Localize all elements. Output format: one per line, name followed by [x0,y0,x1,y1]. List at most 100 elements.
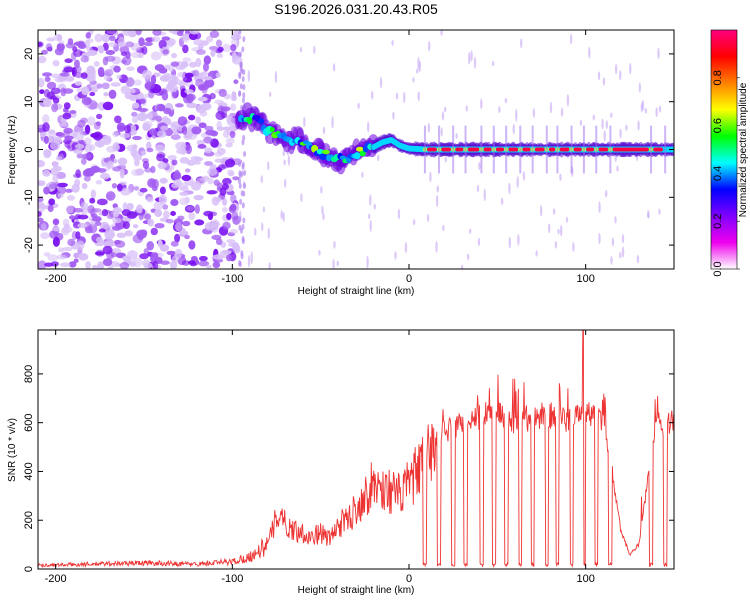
snr-y-axis-title: SNR (10 * v/v) [7,418,18,482]
spectrogram-cell [491,60,495,67]
spectrogram-cell [146,112,154,120]
spectrogram-cell [230,44,237,52]
spectrogram-cell [116,74,122,80]
spectrogram-cell [65,205,74,214]
spectrogram-cell [181,174,192,182]
spectrogram-cell [592,114,595,121]
spectrogram-cell [226,212,232,221]
figure-title: S196.2026.031.20.43.R05 [274,1,438,17]
spectrogram-cell [658,105,662,113]
spectrogram-cell [204,125,214,131]
spectrogram-cell [96,113,103,120]
spectrogram-carrier-segment [455,147,464,152]
spectrogram-cell [138,37,145,47]
spectrogram-cell [46,37,56,42]
spectrogram-cell [179,197,190,206]
spectrogram-cell [52,59,60,67]
spectrogram-cell [321,205,324,215]
spectrogram-cell [159,177,168,184]
spectrogram-cell [171,159,178,166]
spectrogram-cell [63,127,73,134]
spectrogram-cell [89,144,96,151]
spectrogram-cell [211,196,220,206]
colorbar-tick-label: 0.0 [712,261,724,276]
spectrogram-cell [152,260,158,269]
spectrogram-cell [176,148,187,155]
spectrogram-cell [135,30,142,36]
spectrogram-cell [43,97,52,108]
spectrogram-cell [106,160,114,169]
spectrogram-cell [151,36,161,43]
colorbar-tick-label: 0.2 [712,214,724,229]
spectrogram-cell [95,121,101,127]
spectrogram-cell [480,125,483,174]
spectrogram-cell [155,144,166,153]
spectrogram-cell [257,118,265,125]
spectrogram-cell [67,194,75,201]
spectrogram-cell [165,218,174,224]
spectrogram-cell [282,149,285,157]
spectrogram-cell [545,125,548,174]
spectrogram-cell [218,88,227,97]
spectrogram-cell [650,125,653,174]
spectrogram-cell [331,116,334,129]
spectrogram-cell [188,212,196,220]
spectrogram-cell [113,65,121,73]
spectrogram-cell [137,53,144,59]
spectrogram-cell [268,91,272,98]
spectrogram-cell [202,76,213,81]
spectrogram-cell [664,125,667,174]
y-tick-label: 20 [23,48,35,60]
spectrogram-cell [500,197,504,206]
spectrogram-cell [369,194,372,206]
spectrogram-x-ticks: -200 -100 0 100 [45,30,595,285]
spectrogram-cell [210,130,219,137]
spectrogram-carrier-segment [522,147,531,152]
spectrogram-cell [233,244,241,254]
spectrogram-cell [81,86,90,96]
spectrogram-cell [468,228,472,234]
spectrogram-cell [47,204,54,213]
spectrogram-cell [48,183,59,190]
spectrogram-cell [62,112,72,120]
spectrogram-cell [619,128,622,139]
spectrogram-cell [614,215,617,224]
spectrogram-cell [336,260,339,267]
spectrogram-cell [94,221,102,227]
spectrogram-cell [69,110,77,115]
y-tick-label: 400 [23,462,35,480]
spectrogram-cell [84,226,93,234]
spectrogram-cell [90,189,97,199]
spectrogram-cell [84,124,91,134]
spectrogram-cell [186,93,194,104]
spectrogram-cell [247,69,251,82]
spectrogram-cell [241,97,245,104]
spectrogram-cell [441,111,445,121]
spectrogram-cell [64,58,73,64]
spectrogram-cell [121,59,127,64]
spectrogram-cell [195,57,202,68]
spectrogram-cell [87,116,96,126]
spectrogram-carrier-segment [467,147,480,152]
spectrogram-cell [173,130,179,136]
spectrogram-cell [428,40,431,52]
spectrogram-cell [465,105,468,112]
spectrogram-cell [132,144,138,149]
spectrogram-cell [202,175,210,180]
spectrogram-cell [313,45,316,55]
spectrogram-cell [169,260,178,269]
spectrogram-cell [51,103,59,113]
spectrogram-cell [159,244,170,252]
spectrogram-cell [158,67,168,74]
spectrogram-cell [429,171,432,183]
spectrogram-cell [179,191,189,196]
spectrogram-cell [143,262,153,269]
spectrogram-cell [287,155,291,166]
spectrogram-cell [241,139,245,146]
spectrogram-cell [371,90,374,100]
spectrogram-cell [43,186,50,195]
spectrogram-cell [212,261,221,269]
spectrogram-cell [241,161,245,168]
spectrogram-cell [204,161,213,167]
spectrogram-cell [519,125,522,174]
